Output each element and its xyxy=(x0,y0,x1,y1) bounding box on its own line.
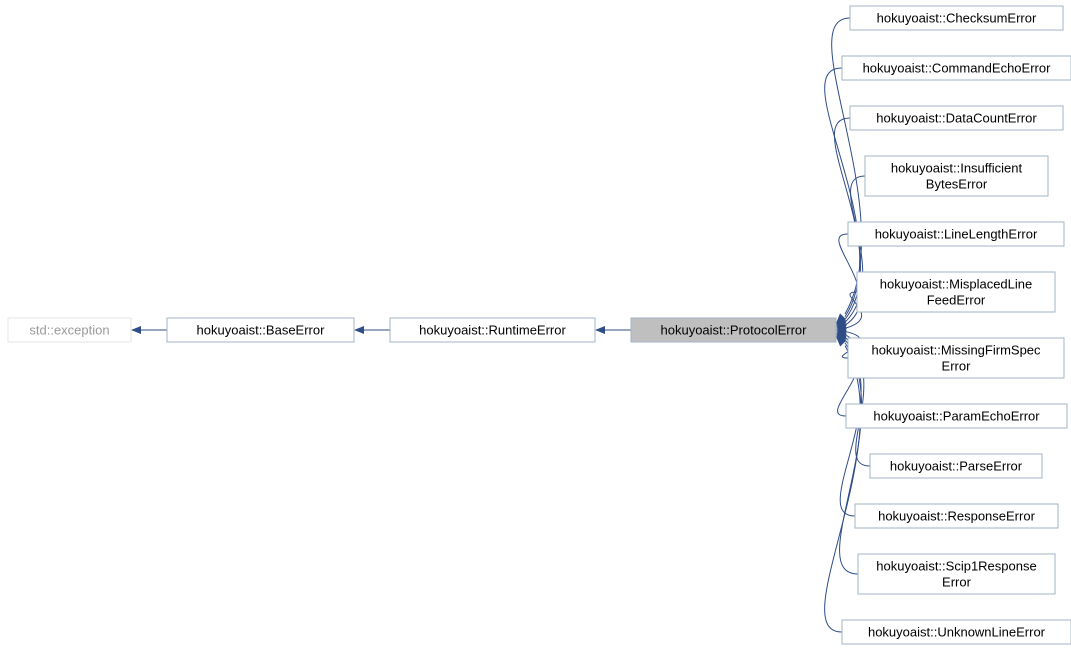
node-label: hokuyoaist::MisplacedLine xyxy=(880,277,1032,292)
edge xyxy=(595,326,631,334)
edge xyxy=(354,326,390,334)
edge-arrowhead xyxy=(131,326,141,334)
node-response[interactable]: hokuyoaist::ResponseError xyxy=(855,504,1058,528)
node-label2: Error xyxy=(942,359,972,374)
node-label: hokuyoaist::RuntimeError xyxy=(419,323,566,338)
node-label: hokuyoaist::BaseError xyxy=(197,323,326,338)
node-runtime[interactable]: hokuyoaist::RuntimeError xyxy=(390,318,595,342)
edge-arrowhead xyxy=(595,326,605,334)
node-linelen[interactable]: hokuyoaist::LineLengthError xyxy=(848,222,1064,246)
node-label: hokuyoaist::ParamEchoError xyxy=(873,409,1040,424)
node-cmdecho[interactable]: hokuyoaist::CommandEchoError xyxy=(842,56,1071,80)
node-label: hokuyoaist::MissingFirmSpec xyxy=(871,343,1041,358)
edge xyxy=(131,326,167,334)
node-label: hokuyoaist::Insufficient xyxy=(891,161,1023,176)
node-label2: FeedError xyxy=(927,293,986,308)
node-label: hokuyoaist::CommandEchoError xyxy=(863,61,1052,76)
node-label: hokuyoaist::ParseError xyxy=(890,459,1023,474)
node-datacount[interactable]: hokuyoaist::DataCountError xyxy=(850,106,1063,130)
inheritance-diagram: std::exceptionhokuyoaist::BaseErrorhokuy… xyxy=(0,0,1071,657)
node-checksum[interactable]: hokuyoaist::ChecksumError xyxy=(850,6,1063,30)
node-label: hokuyoaist::LineLengthError xyxy=(875,227,1038,242)
node-label: hokuyoaist::Scip1Response xyxy=(876,559,1036,574)
node-unknown[interactable]: hokuyoaist::UnknownLineError xyxy=(842,620,1071,644)
node-missingfirm[interactable]: hokuyoaist::MissingFirmSpecError xyxy=(848,338,1064,378)
node-misplaced[interactable]: hokuyoaist::MisplacedLineFeedError xyxy=(857,272,1055,312)
node-parse[interactable]: hokuyoaist::ParseError xyxy=(870,454,1042,478)
node-insuff[interactable]: hokuyoaist::InsufficientBytesError xyxy=(865,156,1048,196)
node-base[interactable]: hokuyoaist::BaseError xyxy=(167,318,354,342)
node-label: hokuyoaist::DataCountError xyxy=(876,111,1037,126)
node-protocol[interactable]: hokuyoaist::ProtocolError xyxy=(631,318,836,342)
node-label: hokuyoaist::ProtocolError xyxy=(661,323,808,338)
node-label: hokuyoaist::ChecksumError xyxy=(877,11,1037,26)
node-paramecho[interactable]: hokuyoaist::ParamEchoError xyxy=(846,404,1067,428)
node-label2: Error xyxy=(942,575,972,590)
node-label: hokuyoaist::UnknownLineError xyxy=(868,625,1046,640)
node-exception[interactable]: std::exception xyxy=(8,318,131,342)
node-label2: BytesError xyxy=(926,177,988,192)
node-scip1[interactable]: hokuyoaist::Scip1ResponseError xyxy=(858,554,1055,594)
node-label: std::exception xyxy=(29,323,109,338)
edge-arrowhead xyxy=(354,326,364,334)
node-label: hokuyoaist::ResponseError xyxy=(878,509,1035,524)
